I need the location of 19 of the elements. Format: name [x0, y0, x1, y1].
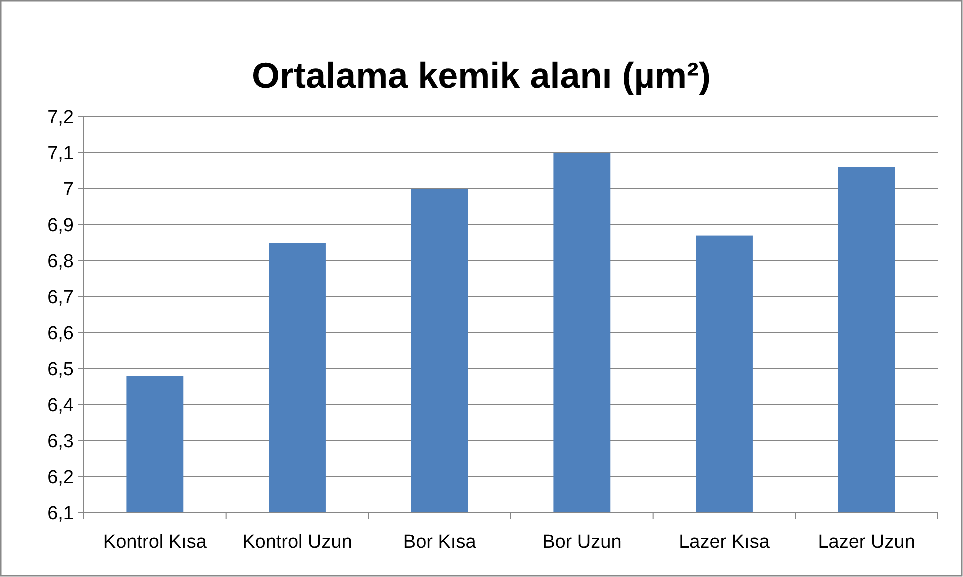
- x-tick-label: Bor Uzun: [542, 532, 622, 553]
- y-tick-label: 6,2: [48, 468, 74, 489]
- y-tick-label: 6,7: [48, 288, 74, 309]
- x-tick-label: Kontrol Uzun: [242, 532, 352, 553]
- x-tick-label: Bor Kısa: [403, 532, 477, 553]
- y-tick-label: 7,1: [48, 144, 74, 165]
- y-tick-label: 6,4: [48, 396, 74, 417]
- y-tick-label: 7,2: [48, 108, 74, 129]
- y-tick-label: 6,1: [48, 504, 74, 525]
- y-tick-label: 6,3: [48, 432, 74, 453]
- y-tick-label: 6,5: [48, 360, 74, 381]
- x-tick-label: Kontrol Kısa: [103, 532, 208, 553]
- x-tick-label: Lazer Kısa: [679, 532, 770, 553]
- y-tick-label: 6,8: [48, 252, 74, 273]
- y-tick-label: 6,6: [48, 324, 74, 345]
- x-tick-label: Lazer Uzun: [818, 532, 916, 553]
- y-tick-label: 7: [63, 180, 74, 201]
- chart-title: Ortalama kemik alanı (µm²): [252, 55, 711, 96]
- y-tick-label: 6,9: [48, 216, 74, 237]
